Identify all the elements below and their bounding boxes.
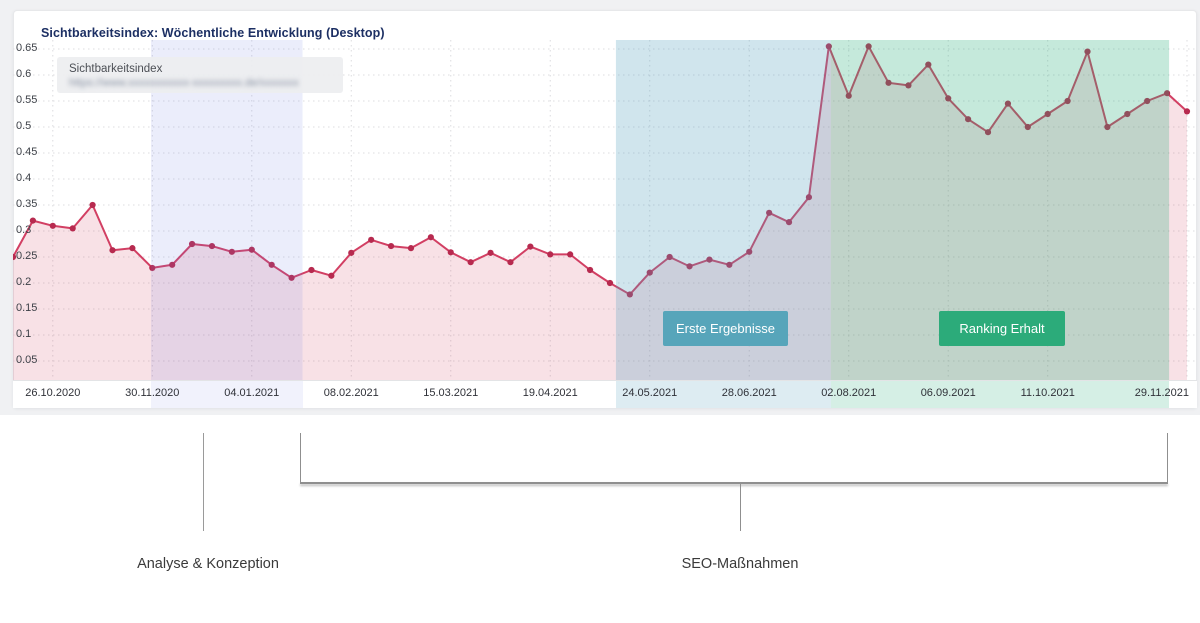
x-axis-label: 19.04.2021	[522, 387, 578, 399]
x-axis-label: 15.03.2021	[423, 387, 479, 399]
y-axis-label: 0.45	[16, 146, 38, 158]
x-axis-label: 29.11.2021	[1134, 387, 1189, 399]
x-strip-tint-analyse-konzeption	[151, 381, 303, 408]
x-axis-label: 04.01.2021	[224, 387, 280, 399]
phase-label-seo-massnahmen: SEO-Maßnahmen	[681, 556, 799, 572]
phase-label-analyse-konzeption: Analyse & Konzeption	[137, 556, 279, 572]
y-axis-label: 0.15	[16, 302, 38, 314]
x-strip-tint-ranking-erhalt	[830, 381, 1170, 408]
y-axis-label: 0.5	[16, 120, 32, 132]
x-axis-label: 11.10.2021	[1020, 387, 1075, 399]
y-axis-label: 0.2	[16, 276, 32, 288]
x-axis-label: 28.06.2021	[721, 387, 777, 399]
legend-series-label: Sichtbarkeitsindex	[69, 63, 163, 75]
x-axis-label: 24.05.2021	[622, 387, 678, 399]
y-axis-label: 0.55	[16, 94, 38, 106]
x-axis-label: 26.10.2020	[25, 387, 81, 399]
analyse-phase-line	[203, 433, 204, 531]
legend-url-blurred: https://www.xxxxxxxxxxx-xxxxxxxxx.de/xxx…	[69, 77, 299, 89]
erste-ergebnisse-badge: Erste Ergebnisse	[663, 311, 788, 346]
y-axis-label: 0.05	[16, 354, 38, 366]
legend-tooltip: Sichtbarkeitsindex https://www.xxxxxxxxx…	[57, 57, 343, 93]
seo-bracket-stem	[740, 484, 741, 531]
seo-bracket-left-tick	[300, 433, 301, 483]
y-axis-label: 0.3	[16, 224, 32, 236]
series-line	[13, 45, 1188, 296]
x-axis-label: 30.11.2020	[125, 387, 180, 399]
ranking-erhalt-badge: Ranking Erhalt	[939, 311, 1065, 346]
series-area	[13, 46, 1187, 380]
y-axis-label: 0.35	[16, 198, 38, 210]
gridlines	[13, 40, 1197, 380]
chart-title: Sichtbarkeitsindex: Wöchentliche Entwick…	[41, 26, 385, 40]
y-axis-label: 0.4	[16, 172, 32, 184]
x-axis-label: 06.09.2021	[920, 387, 976, 399]
x-axis-label: 08.02.2021	[323, 387, 379, 399]
y-axis-label: 0.65	[16, 42, 38, 54]
seo-bracket-line	[300, 482, 1168, 484]
visibility-line-chart	[13, 40, 1197, 380]
y-axis-label: 0.25	[16, 250, 38, 262]
x-axis-label: 02.08.2021	[821, 387, 877, 399]
seo-bracket-right-tick	[1167, 433, 1168, 483]
x-axis: 26.10.2020 30.11.2020 04.01.2021 08.02.2021…	[13, 380, 1197, 408]
series-points	[13, 43, 1191, 298]
phase-bands	[151, 40, 1170, 380]
y-axis-label: 0.1	[16, 328, 32, 340]
x-strip-tint-erste-ergebnisse	[615, 381, 831, 408]
y-axis-label: 0.6	[16, 68, 32, 80]
band-analyse-konzeption	[151, 40, 303, 380]
